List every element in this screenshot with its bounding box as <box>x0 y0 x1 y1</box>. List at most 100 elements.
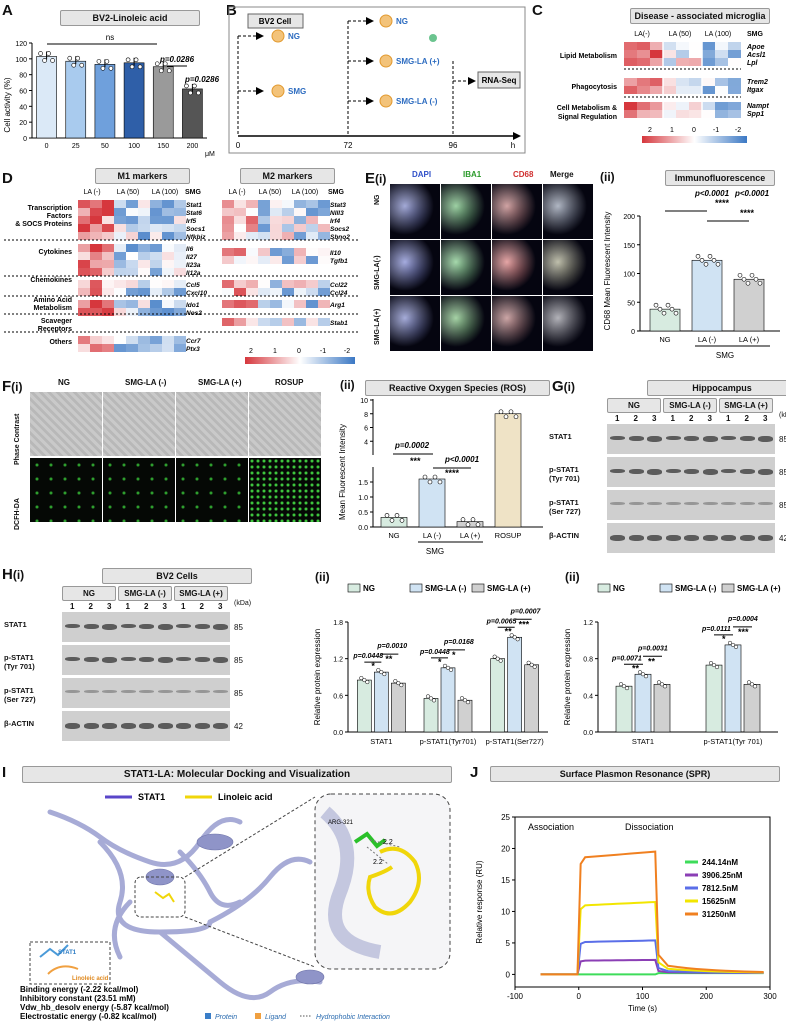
panel-c-title: Disease - associated microglia <box>630 8 770 24</box>
heat-cell <box>126 288 138 296</box>
panel-c-scale-5: -2 <box>735 127 741 134</box>
data-point <box>42 58 47 63</box>
heat-cell <box>78 252 90 260</box>
gene-label-m2: Ccl24 <box>330 290 348 297</box>
gene-label-m1: Il27 <box>186 254 197 261</box>
panel-d-cat2: Factors <box>47 213 72 220</box>
heat-cell <box>78 268 90 276</box>
sig-stars: ** <box>632 663 640 673</box>
heat-cell <box>162 260 174 268</box>
heat-cell <box>114 308 126 316</box>
data-point <box>714 665 720 670</box>
data-point <box>192 83 197 89</box>
protein-label: p-STAT1 <box>549 498 579 507</box>
data-point <box>67 55 73 61</box>
data-point <box>624 686 630 691</box>
heat-cell <box>246 232 258 240</box>
heat-cell <box>624 50 637 58</box>
phase-contrast-image <box>249 392 321 456</box>
data-point <box>158 68 164 74</box>
heat-cell <box>728 78 741 86</box>
blot-band <box>120 690 136 693</box>
data-point <box>396 681 401 686</box>
heat-cell <box>126 268 138 276</box>
blot-band <box>610 535 625 541</box>
spr-curve <box>540 850 764 976</box>
data-point <box>422 474 428 480</box>
data-point <box>425 694 431 699</box>
data-point <box>137 64 143 70</box>
data-point <box>462 698 468 703</box>
heat-cell <box>637 86 650 94</box>
heat-cell <box>138 288 150 296</box>
heat-cell <box>222 318 234 326</box>
heat-cell <box>234 300 246 308</box>
micrograph-tile <box>492 184 542 239</box>
gene-label-m2: Arg1 <box>329 302 345 309</box>
panel-d-cat6: Amino Acid <box>33 297 72 304</box>
panel-d-cat4: Cytokines <box>39 249 73 256</box>
bar <box>733 278 765 332</box>
category-label: ROSUP <box>495 531 522 540</box>
heat-cell <box>234 208 246 216</box>
panel-i-dist1: 2.2 <box>383 839 393 846</box>
dcfh-da-image <box>103 458 175 522</box>
lane-number: 3 <box>652 414 657 423</box>
heat-cell <box>258 288 270 296</box>
heat-cell <box>650 50 663 58</box>
heat-cell <box>294 200 306 208</box>
category-label: 100 <box>128 143 140 150</box>
heat-cell <box>689 50 702 58</box>
dcfh-da-image <box>30 458 102 522</box>
tick-label: 4 <box>364 439 368 446</box>
blot-band <box>739 469 755 474</box>
blot-band <box>139 690 154 693</box>
data-point <box>427 479 433 485</box>
heat-cell <box>150 288 162 296</box>
panel-label-g: G(i) <box>552 378 575 395</box>
heat-cell <box>150 260 162 268</box>
kda-size: 85 <box>234 623 243 632</box>
heat-cell <box>715 102 728 110</box>
blot-title: Hippocampus <box>647 380 786 396</box>
panel-h-blot: BV2 Cells NG SMG-LA (-) SMG-LA (+) 1 2 3 1 2 3 1 2 3… <box>2 566 302 756</box>
gene-label-m2: Ccl22 <box>330 282 348 289</box>
bar <box>494 413 522 528</box>
heat-cell <box>78 208 90 216</box>
gene-label-m1: Nos2 <box>186 310 202 317</box>
blot-band <box>628 502 644 505</box>
bar <box>152 66 174 139</box>
heat-cell <box>150 268 162 276</box>
heat-cell <box>637 58 650 66</box>
lane-number: 1 <box>70 602 75 611</box>
heat-cell <box>282 208 294 216</box>
panel-f-col2: SMG-LA (-) <box>125 378 167 387</box>
heat-cell <box>637 110 650 118</box>
sig-stars: * <box>452 650 456 660</box>
data-point <box>108 66 114 71</box>
heat-cell <box>138 308 150 316</box>
gene-label-m2: Il10 <box>330 250 341 257</box>
blot-band <box>684 469 699 474</box>
heat-cell <box>102 336 114 344</box>
x-tick-label: 100 <box>636 992 650 1001</box>
heat-cell <box>174 260 186 268</box>
heat-cell <box>650 110 663 118</box>
heat-cell <box>258 300 270 308</box>
gene-label-m1: Stat1 <box>186 202 202 209</box>
heat-cell <box>282 200 294 208</box>
heat-cell <box>162 252 174 260</box>
bar <box>457 699 473 733</box>
kda-size: 85 <box>234 656 243 665</box>
blot-band <box>83 723 99 729</box>
heat-cell <box>162 280 174 288</box>
blot-band <box>65 624 80 628</box>
heat-cell <box>624 58 637 66</box>
blot-band <box>157 690 173 693</box>
heat-cell <box>90 268 102 276</box>
heat-cell <box>270 248 282 256</box>
panel-c-col3: LA (100) <box>705 31 731 38</box>
heat-cell <box>306 318 318 326</box>
heat-cell <box>234 318 246 326</box>
heat-cell <box>114 336 126 344</box>
